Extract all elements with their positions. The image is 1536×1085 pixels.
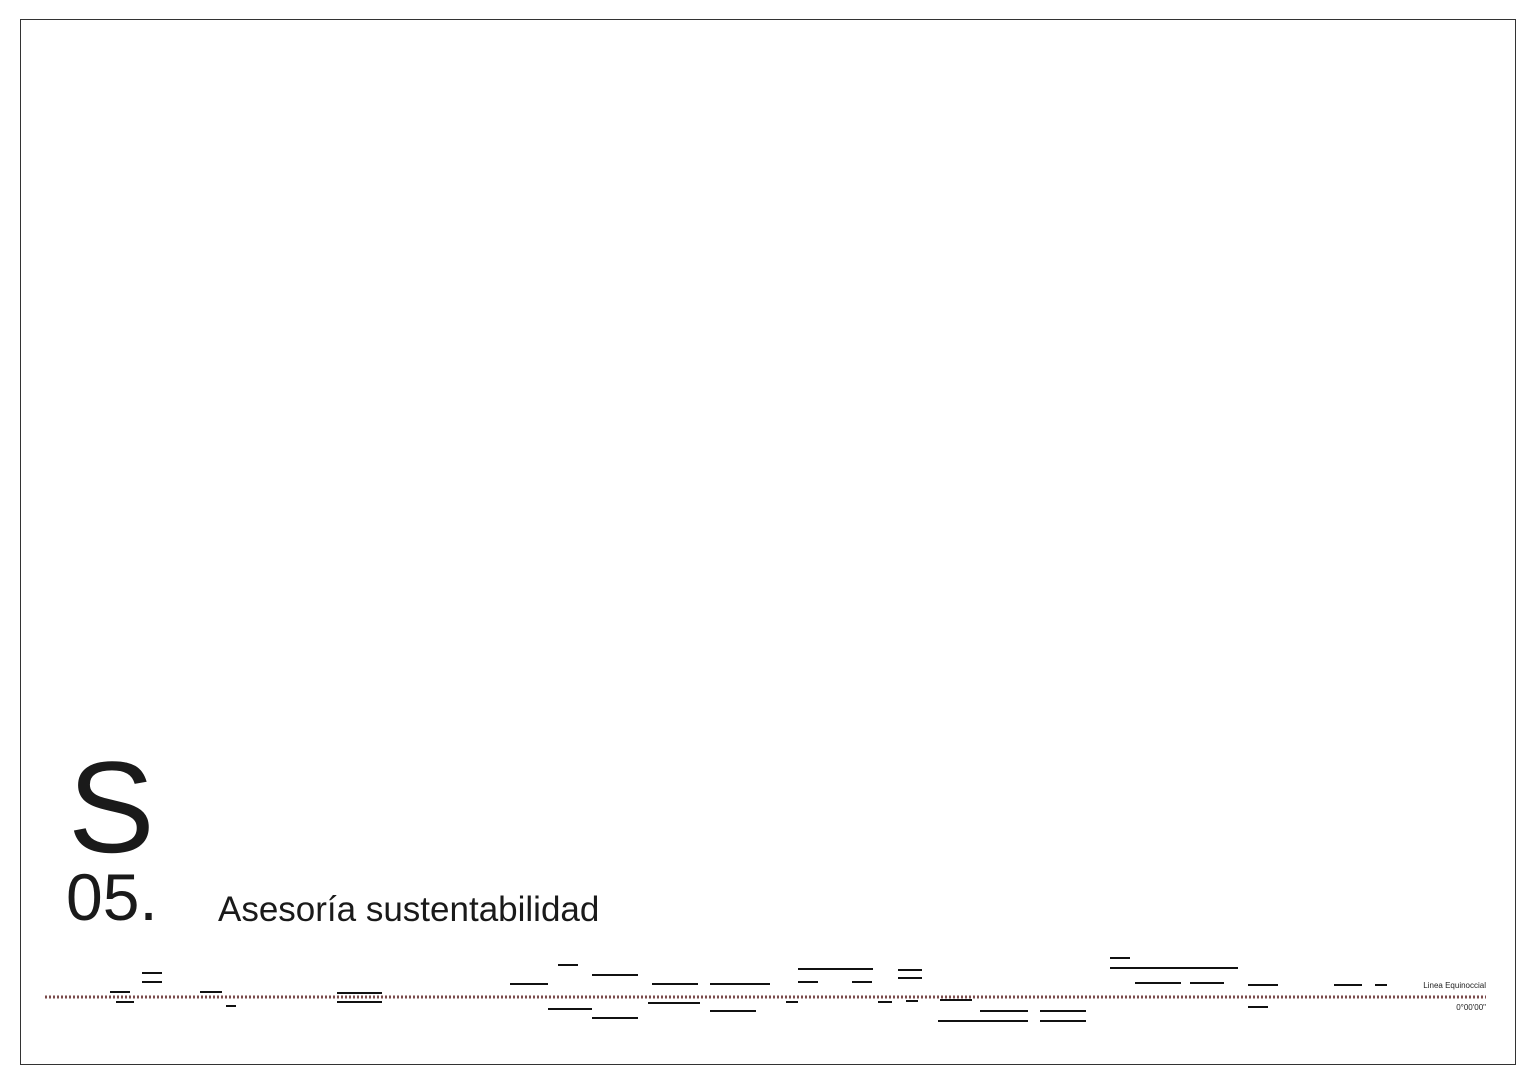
section-title: Asesoría sustentabilidad bbox=[218, 890, 600, 929]
equator-coordinate: 0°00'00" bbox=[1456, 1003, 1486, 1012]
dashes bbox=[110, 957, 1387, 1022]
section-number: 05. bbox=[66, 860, 158, 934]
page-frame bbox=[20, 19, 1516, 1065]
equator-label: Linea Equinoccial bbox=[1423, 981, 1486, 990]
section-letter: S bbox=[68, 734, 155, 880]
